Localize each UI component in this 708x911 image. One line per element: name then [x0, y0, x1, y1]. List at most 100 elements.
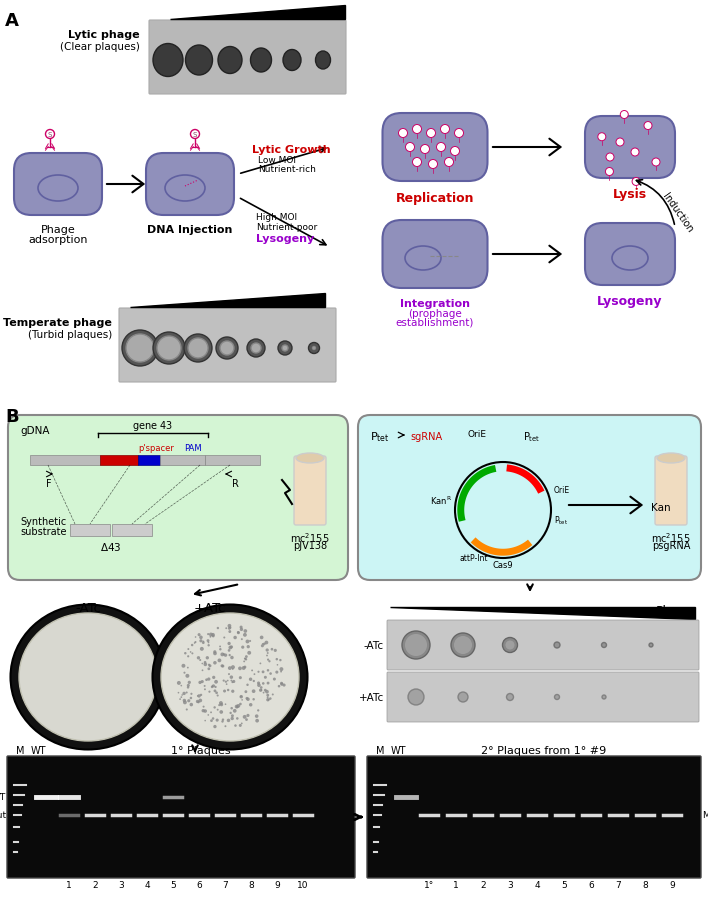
- Circle shape: [213, 706, 216, 709]
- Circle shape: [219, 649, 222, 650]
- Circle shape: [279, 660, 282, 661]
- Circle shape: [231, 714, 234, 718]
- Circle shape: [275, 670, 278, 674]
- Circle shape: [229, 676, 233, 680]
- Circle shape: [454, 636, 472, 654]
- Circle shape: [184, 652, 186, 655]
- Circle shape: [204, 661, 207, 664]
- Circle shape: [222, 665, 224, 668]
- Text: -ATc: -ATc: [364, 640, 384, 650]
- Circle shape: [199, 636, 202, 640]
- Circle shape: [228, 667, 232, 670]
- Circle shape: [260, 663, 261, 664]
- Circle shape: [198, 633, 200, 637]
- Circle shape: [210, 711, 212, 713]
- Circle shape: [244, 658, 246, 660]
- Circle shape: [196, 700, 199, 703]
- Ellipse shape: [296, 454, 324, 464]
- Text: psgRNA: psgRNA: [652, 540, 690, 550]
- Circle shape: [241, 666, 246, 670]
- Circle shape: [234, 724, 236, 727]
- Circle shape: [605, 169, 613, 177]
- Circle shape: [215, 691, 218, 694]
- Circle shape: [212, 684, 215, 688]
- Ellipse shape: [312, 347, 316, 350]
- Text: Kan: Kan: [651, 503, 670, 512]
- Circle shape: [212, 718, 215, 720]
- Polygon shape: [130, 293, 325, 308]
- Ellipse shape: [309, 343, 319, 354]
- Text: substrate: substrate: [20, 527, 67, 537]
- Text: 1: 1: [453, 880, 459, 889]
- Circle shape: [194, 642, 195, 644]
- FancyBboxPatch shape: [7, 756, 355, 878]
- Polygon shape: [390, 608, 695, 619]
- Circle shape: [275, 659, 278, 660]
- Circle shape: [213, 650, 217, 653]
- Circle shape: [216, 719, 219, 722]
- Circle shape: [183, 699, 186, 702]
- Text: 3: 3: [118, 880, 124, 889]
- Circle shape: [631, 148, 639, 157]
- Circle shape: [190, 693, 193, 695]
- Circle shape: [267, 697, 268, 699]
- Circle shape: [413, 126, 421, 134]
- FancyBboxPatch shape: [138, 456, 160, 466]
- Circle shape: [190, 703, 193, 707]
- Circle shape: [217, 659, 222, 662]
- Circle shape: [202, 709, 205, 712]
- Text: WT: WT: [0, 793, 6, 802]
- Circle shape: [445, 159, 454, 168]
- Circle shape: [227, 689, 229, 691]
- Text: Nutrient-poor: Nutrient-poor: [256, 223, 317, 231]
- Circle shape: [236, 717, 239, 720]
- Circle shape: [455, 129, 464, 138]
- Text: (Turbid plaques): (Turbid plaques): [28, 330, 112, 340]
- Circle shape: [232, 669, 234, 670]
- Circle shape: [230, 707, 233, 710]
- FancyBboxPatch shape: [119, 309, 336, 383]
- Circle shape: [243, 633, 247, 637]
- Circle shape: [244, 658, 246, 660]
- Circle shape: [253, 673, 256, 675]
- Circle shape: [598, 134, 606, 141]
- Circle shape: [249, 678, 252, 681]
- Circle shape: [440, 126, 450, 134]
- Circle shape: [229, 654, 231, 657]
- Ellipse shape: [251, 49, 271, 73]
- Circle shape: [230, 646, 233, 649]
- Circle shape: [200, 640, 202, 642]
- Text: 8: 8: [642, 880, 648, 889]
- Circle shape: [190, 130, 200, 139]
- Circle shape: [408, 690, 424, 705]
- Circle shape: [241, 639, 243, 640]
- Circle shape: [246, 698, 250, 701]
- Circle shape: [219, 646, 221, 648]
- Text: adsorption: adsorption: [28, 235, 88, 245]
- Text: 7: 7: [222, 880, 228, 889]
- Circle shape: [270, 648, 273, 650]
- Text: Synthetic: Synthetic: [20, 517, 67, 527]
- Text: 6: 6: [196, 880, 202, 889]
- Circle shape: [181, 664, 185, 668]
- Ellipse shape: [657, 454, 685, 464]
- Circle shape: [187, 667, 189, 669]
- Text: Lytic phage: Lytic phage: [69, 30, 140, 40]
- Circle shape: [205, 679, 208, 681]
- Text: +ATc: +ATc: [194, 601, 226, 614]
- Circle shape: [235, 705, 239, 709]
- Circle shape: [215, 681, 218, 684]
- Circle shape: [231, 665, 235, 670]
- Circle shape: [249, 640, 251, 642]
- Circle shape: [620, 111, 628, 119]
- Circle shape: [229, 646, 232, 650]
- Circle shape: [217, 627, 219, 630]
- Circle shape: [185, 674, 189, 678]
- Ellipse shape: [218, 47, 242, 75]
- Circle shape: [181, 694, 183, 696]
- Circle shape: [224, 654, 227, 657]
- Circle shape: [241, 646, 244, 649]
- Circle shape: [211, 686, 213, 689]
- Circle shape: [262, 670, 265, 673]
- Circle shape: [228, 627, 231, 630]
